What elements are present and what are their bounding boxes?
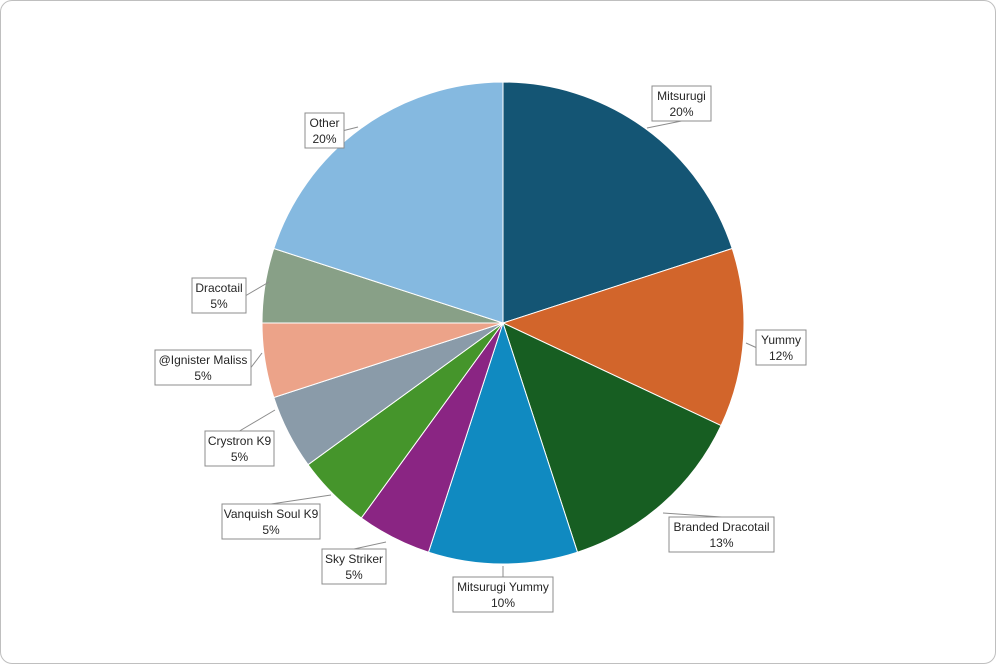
slice-category-label: @Ignister Maliss bbox=[159, 353, 248, 367]
label-box bbox=[321, 548, 387, 585]
pie-slice-2 bbox=[501, 247, 745, 427]
pie-labels: Mitsurugi 20% Yummy 12% Branded Dracotail 13%… bbox=[154, 85, 807, 613]
data-label-2: Yummy 12% bbox=[745, 329, 807, 366]
pie-slice-4 bbox=[427, 321, 579, 565]
pie-slice-3 bbox=[502, 322, 722, 553]
slice-percent-label: 5% bbox=[194, 369, 212, 383]
data-label-7: Crystron K9 5% bbox=[204, 409, 276, 467]
leader-line bbox=[239, 409, 276, 432]
leader-line bbox=[250, 352, 263, 368]
pie-slices bbox=[261, 81, 745, 565]
slice-percent-label: 20% bbox=[669, 105, 693, 119]
slice-category-label: Crystron K9 bbox=[208, 434, 272, 448]
slice-category-label: Other bbox=[309, 116, 339, 130]
leader-line bbox=[646, 120, 682, 129]
label-box bbox=[221, 503, 321, 540]
label-box bbox=[452, 576, 554, 613]
slice-percent-label: 5% bbox=[231, 450, 249, 464]
leader-line bbox=[245, 281, 270, 296]
data-label-6: Vanquish Soul K9 5% bbox=[221, 494, 332, 540]
label-box bbox=[204, 430, 275, 467]
data-label-4: Mitsurugi Yummy 10% bbox=[452, 566, 554, 613]
slice-percent-label: 10% bbox=[491, 596, 515, 610]
label-box bbox=[651, 85, 712, 122]
slice-percent-label: 5% bbox=[345, 568, 363, 582]
slice-category-label: Vanquish Soul K9 bbox=[224, 507, 319, 521]
pie-slice-1 bbox=[502, 81, 733, 324]
slice-percent-label: 5% bbox=[262, 523, 280, 537]
data-label-8: @Ignister Maliss 5% bbox=[154, 349, 263, 386]
leader-line bbox=[343, 126, 359, 131]
slice-category-label: Branded Dracotail bbox=[673, 520, 769, 534]
data-label-9: Dracotail 5% bbox=[191, 277, 270, 314]
slice-category-label: Dracotail bbox=[195, 281, 242, 295]
data-label-1: Mitsurugi 20% bbox=[646, 85, 712, 129]
label-box bbox=[755, 329, 807, 366]
data-label-5: Sky Striker 5% bbox=[321, 541, 387, 585]
slice-percent-label: 5% bbox=[210, 297, 228, 311]
slice-category-label: Mitsurugi Yummy bbox=[457, 580, 549, 594]
slice-category-label: Sky Striker bbox=[325, 552, 383, 566]
slice-percent-label: 12% bbox=[769, 349, 793, 363]
label-box bbox=[304, 112, 345, 149]
pie-slice-10 bbox=[273, 81, 504, 324]
leader-line bbox=[353, 541, 387, 550]
slice-percent-label: 20% bbox=[312, 132, 336, 146]
leader-line bbox=[270, 494, 332, 505]
slice-percent-label: 13% bbox=[709, 536, 733, 550]
data-label-3: Branded Dracotail 13% bbox=[662, 512, 775, 553]
slice-category-label: Mitsurugi bbox=[657, 89, 706, 103]
data-label-10: Other 20% bbox=[304, 112, 359, 149]
label-box bbox=[191, 277, 247, 314]
label-box bbox=[668, 516, 775, 553]
slice-category-label: Yummy bbox=[761, 333, 801, 347]
leader-line bbox=[745, 342, 757, 348]
label-box bbox=[154, 349, 252, 386]
leader-line bbox=[662, 512, 722, 518]
